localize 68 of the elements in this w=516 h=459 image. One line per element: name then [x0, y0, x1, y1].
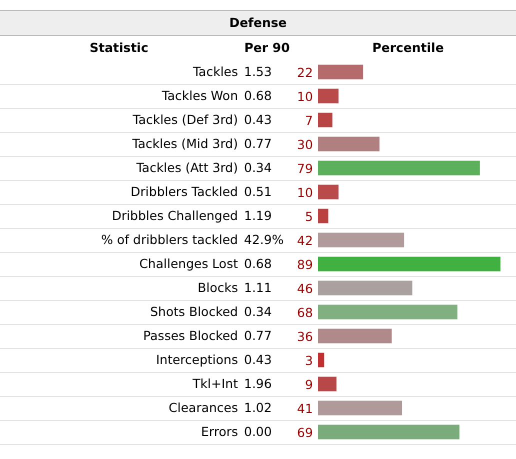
category-label: Passes Blocked — [142, 327, 238, 345]
bar — [318, 256, 500, 272]
data-label: 69 — [297, 425, 313, 440]
bar — [318, 376, 336, 392]
text: 1.11 — [244, 280, 272, 295]
text: 1.19 — [244, 208, 272, 223]
text: 0.00 — [244, 424, 272, 439]
text: 0.43 — [244, 352, 272, 367]
bar — [318, 280, 412, 296]
bar — [318, 64, 364, 80]
category-label: Shots Blocked — [149, 303, 238, 321]
category-label: Tackles (Att 3rd) — [135, 159, 238, 177]
text: 0.34 — [244, 160, 272, 175]
bar — [318, 184, 338, 200]
text: 1.53 — [244, 64, 272, 79]
data-label: 5 — [305, 209, 313, 224]
data-label: 10 — [297, 89, 313, 104]
category-label: Clearances — [168, 399, 238, 417]
category-label: Dribblers Tackled — [130, 183, 238, 201]
category-label: Tackles Won — [160, 87, 238, 105]
bar — [318, 112, 332, 128]
bar — [318, 400, 402, 416]
category-label: % of dribblers tackled — [100, 231, 238, 249]
bar — [318, 136, 380, 152]
data-label: 7 — [305, 113, 313, 128]
text: 0.43 — [244, 112, 272, 127]
data-label: 46 — [297, 281, 313, 296]
data-label: 79 — [297, 161, 313, 176]
category-label: Tackles — [192, 63, 238, 81]
bar — [318, 424, 460, 440]
category-label: Blocks — [196, 279, 238, 297]
x-axis-title: Percentile — [371, 39, 445, 57]
category-label: Tackles (Def 3rd) — [132, 111, 238, 129]
data-label: 3 — [305, 353, 313, 368]
data-label: 68 — [297, 305, 313, 320]
bar — [318, 352, 324, 368]
text: 1.02 — [244, 400, 272, 415]
data-label: 41 — [297, 401, 313, 416]
category-label: Errors — [200, 423, 238, 441]
text: 0.51 — [244, 184, 272, 199]
bar — [318, 328, 392, 344]
bar — [318, 160, 480, 176]
bar — [318, 232, 404, 248]
data-label: 9 — [305, 377, 313, 392]
text: 0.77 — [244, 328, 272, 343]
data-label: 30 — [297, 137, 313, 152]
text: 0.68 — [244, 88, 272, 103]
data-label: 10 — [297, 185, 313, 200]
category-label: Interceptions — [154, 351, 238, 369]
text: Statistic — [88, 39, 150, 57]
category-label: Challenges Lost — [138, 255, 238, 273]
text: Per 90 — [243, 39, 291, 57]
data-label: 89 — [297, 257, 313, 272]
data-label: 36 — [297, 329, 313, 344]
data-label: 22 — [297, 65, 313, 80]
bar — [318, 88, 338, 104]
text: 1.96 — [244, 376, 272, 391]
category-label: Tkl+Int — [192, 375, 238, 393]
text: 42.9% — [244, 232, 284, 247]
bar — [318, 208, 328, 224]
category-label: Tackles (Mid 3rd) — [131, 135, 238, 153]
data-label: 42 — [297, 233, 313, 248]
bar — [318, 304, 458, 320]
category-label: Dribbles Challenged — [110, 207, 238, 225]
text: Defense — [0, 10, 516, 36]
text: 0.34 — [244, 304, 272, 319]
text: 0.77 — [244, 136, 272, 151]
text: 0.68 — [244, 256, 272, 271]
